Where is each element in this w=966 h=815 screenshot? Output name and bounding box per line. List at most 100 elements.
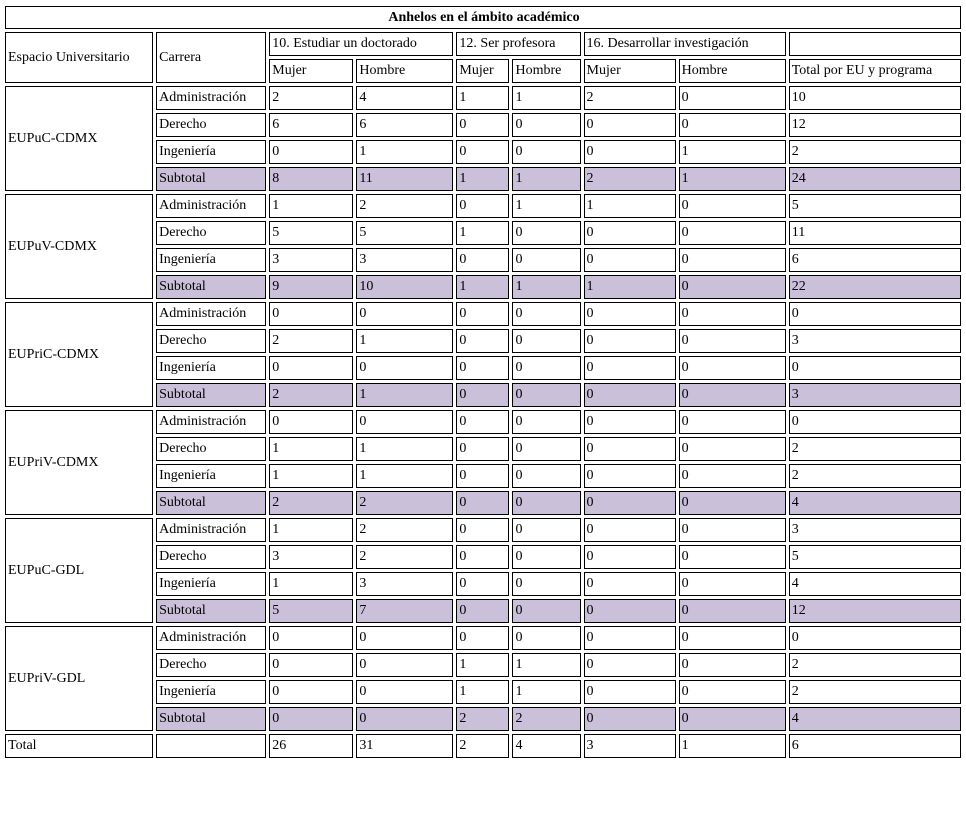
value-cell: 0 xyxy=(583,329,676,353)
value-cell: 0 xyxy=(678,113,786,137)
title-row: Anhelos en el ámbito académico xyxy=(5,6,961,29)
value-cell: 7 xyxy=(356,599,454,623)
value-cell: 0 xyxy=(356,356,454,380)
value-cell: 5 xyxy=(788,545,961,569)
table-row: Ingeniería 0 0 1 1 0 0 2 xyxy=(5,680,961,704)
value-cell: 0 xyxy=(583,464,676,488)
value-cell: 0 xyxy=(356,410,454,434)
row-label: Administración xyxy=(156,194,267,218)
section-cell: EUPriC-CDMX xyxy=(5,302,154,407)
value-cell: 0 xyxy=(678,383,786,407)
value-cell: 2 xyxy=(356,518,454,542)
value-cell: 1 xyxy=(456,653,510,677)
value-cell: 0 xyxy=(583,248,676,272)
value-cell: 0 xyxy=(678,248,786,272)
value-cell: 1 xyxy=(269,464,354,488)
value-cell: 10 xyxy=(788,86,961,110)
value-cell: 2 xyxy=(788,464,961,488)
value-cell: 0 xyxy=(583,356,676,380)
value-cell: 0 xyxy=(269,653,354,677)
value-cell: 1 xyxy=(456,167,510,191)
value-cell: 0 xyxy=(583,572,676,596)
value-cell: 0 xyxy=(456,572,510,596)
row-label: Subtotal xyxy=(156,491,267,515)
value-cell: 0 xyxy=(512,599,581,623)
value-cell: 0 xyxy=(678,329,786,353)
row-label: Ingeniería xyxy=(156,464,267,488)
value-cell: 22 xyxy=(788,275,961,299)
value-cell: 3 xyxy=(788,518,961,542)
value-cell: 0 xyxy=(456,302,510,326)
value-cell: 0 xyxy=(456,626,510,650)
value-cell: 0 xyxy=(788,302,961,326)
value-cell: 0 xyxy=(583,626,676,650)
table-row: Derecho 0 0 1 1 0 0 2 xyxy=(5,653,961,677)
value-cell: 1 xyxy=(456,86,510,110)
value-cell: 0 xyxy=(678,194,786,218)
value-cell: 1 xyxy=(356,140,454,164)
value-cell: 1 xyxy=(269,194,354,218)
row-label: Ingeniería xyxy=(156,248,267,272)
value-cell: 0 xyxy=(678,437,786,461)
value-cell: 1 xyxy=(512,86,581,110)
value-cell: 0 xyxy=(269,626,354,650)
value-cell: 2 xyxy=(269,383,354,407)
value-cell: 6 xyxy=(788,734,961,758)
data-table: Anhelos en el ámbito académico Espacio U… xyxy=(2,3,964,761)
value-cell: 0 xyxy=(678,464,786,488)
value-cell: 0 xyxy=(678,221,786,245)
value-cell: 1 xyxy=(678,140,786,164)
value-cell: 4 xyxy=(788,572,961,596)
header-cell: Mujer xyxy=(269,59,354,83)
table-row: Ingeniería 1 1 0 0 0 0 2 xyxy=(5,464,961,488)
table-row: Subtotal 2 1 0 0 0 0 3 xyxy=(5,383,961,407)
value-cell: 0 xyxy=(512,545,581,569)
value-cell: 9 xyxy=(269,275,354,299)
value-cell: 0 xyxy=(678,356,786,380)
value-cell: 0 xyxy=(456,410,510,434)
value-cell: 24 xyxy=(788,167,961,191)
value-cell: 0 xyxy=(269,140,354,164)
table-row: EUPuC-CDMX Administración 2 4 1 1 2 0 10 xyxy=(5,86,961,191)
table-row: Ingeniería 0 1 0 0 0 1 2 xyxy=(5,140,961,164)
value-cell: 2 xyxy=(356,194,454,218)
value-cell: 0 xyxy=(678,86,786,110)
value-cell: 2 xyxy=(356,491,454,515)
header-cell: Carrera xyxy=(156,32,267,83)
value-cell: 0 xyxy=(512,329,581,353)
value-cell: 0 xyxy=(678,275,786,299)
value-cell: 0 xyxy=(583,410,676,434)
header-cell: Hombre xyxy=(512,59,581,83)
value-cell: 0 xyxy=(512,248,581,272)
row-label: Ingeniería xyxy=(156,140,267,164)
row-label: Total xyxy=(5,734,154,758)
value-cell: 0 xyxy=(678,518,786,542)
table-row: Ingeniería 0 0 0 0 0 0 0 xyxy=(5,356,961,380)
value-cell: 1 xyxy=(512,653,581,677)
table-row: EUPriV-GDL Administración 0 0 0 0 0 0 0 xyxy=(5,626,961,731)
value-cell: 5 xyxy=(269,599,354,623)
value-cell: 0 xyxy=(356,653,454,677)
value-cell: 3 xyxy=(583,734,676,758)
value-cell: 26 xyxy=(269,734,354,758)
table-row: EUPuC-GDL Administración 1 2 0 0 0 0 3 xyxy=(5,518,961,623)
value-cell: 0 xyxy=(583,653,676,677)
table-row: Ingeniería 3 3 0 0 0 0 6 xyxy=(5,248,961,272)
value-cell: 0 xyxy=(583,437,676,461)
value-cell: 0 xyxy=(678,626,786,650)
section-cell: EUPriV-CDMX xyxy=(5,410,154,515)
row-label: Derecho xyxy=(156,545,267,569)
value-cell: 2 xyxy=(456,734,510,758)
value-cell: 1 xyxy=(678,167,786,191)
row-label: Ingeniería xyxy=(156,680,267,704)
value-cell: 1 xyxy=(456,275,510,299)
section-cell: EUPuV-CDMX xyxy=(5,194,154,299)
value-cell: 1 xyxy=(456,680,510,704)
table-row: EUPriV-CDMX Administración 0 0 0 0 0 0 0 xyxy=(5,410,961,515)
value-cell: 0 xyxy=(583,113,676,137)
value-cell: 0 xyxy=(512,626,581,650)
value-cell: 1 xyxy=(583,275,676,299)
value-cell: 0 xyxy=(456,437,510,461)
value-cell: 4 xyxy=(788,707,961,731)
value-cell: 0 xyxy=(356,626,454,650)
